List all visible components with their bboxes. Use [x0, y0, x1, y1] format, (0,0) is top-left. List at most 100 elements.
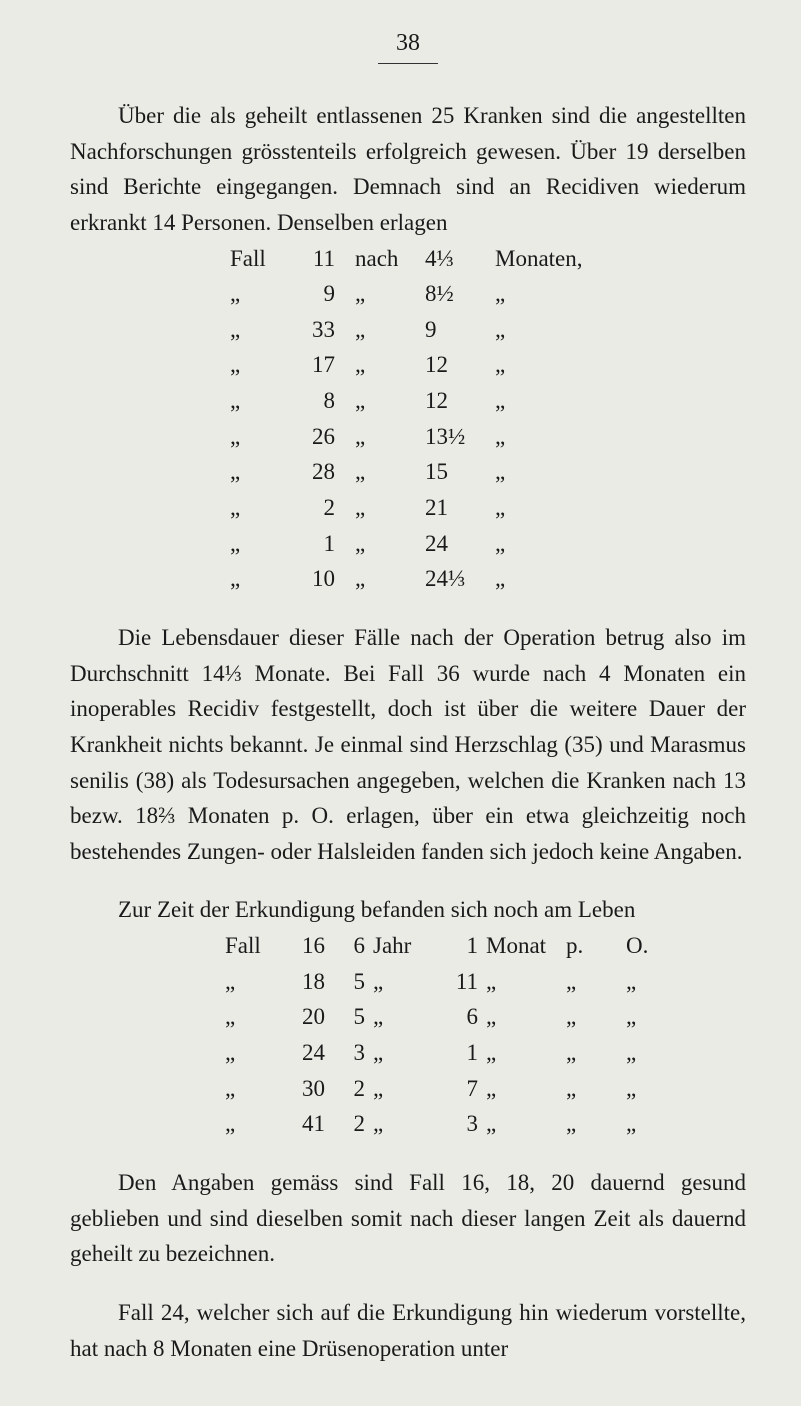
cell: „: [495, 312, 645, 348]
table-row: „ 18 5 „ 11 „ „ „: [225, 964, 746, 1000]
cell: „: [230, 276, 290, 312]
cell: „: [230, 383, 290, 419]
cell: „: [345, 454, 425, 490]
table-row: „ 8 „ 12 „: [230, 383, 746, 419]
table-row: Fall 11 nach 4⅓ Monaten,: [230, 241, 746, 277]
cell: „: [495, 454, 645, 490]
cell: 8½: [425, 276, 495, 312]
cell: 30: [285, 1071, 325, 1107]
cell: „: [626, 1071, 666, 1107]
cell: „: [626, 964, 666, 1000]
cell: „: [230, 561, 290, 597]
cell: 21: [425, 490, 495, 526]
cell: nach: [345, 241, 425, 277]
paragraph-1: Über die als geheilt entlassenen 25 Kran…: [70, 98, 746, 241]
cell: 5: [325, 999, 365, 1035]
cell: „: [225, 1071, 285, 1107]
cell: 26: [290, 419, 345, 455]
cell: 2: [290, 490, 345, 526]
table-1: Fall 11 nach 4⅓ Monaten, „ 9 „ 8½ „ „ 33…: [230, 241, 746, 597]
cell: Monaten,: [495, 241, 645, 277]
cell: 24: [425, 526, 495, 562]
cell: „: [345, 347, 425, 383]
cell: „: [478, 964, 566, 1000]
cell: 12: [425, 347, 495, 383]
paragraph-2: Die Lebensdauer dieser Fälle nach der Op…: [70, 620, 746, 869]
cell: „: [495, 490, 645, 526]
cell: „: [495, 561, 645, 597]
cell: „: [225, 1106, 285, 1142]
cell: „: [495, 419, 645, 455]
cell: „: [626, 1035, 666, 1071]
cell: „: [230, 347, 290, 383]
cell: „: [478, 1071, 566, 1107]
cell: „: [478, 1035, 566, 1071]
cell: „: [345, 526, 425, 562]
cell: Jahr: [365, 928, 438, 964]
cell: „: [495, 383, 645, 419]
cell: 4⅓: [425, 241, 495, 277]
cell: 15: [425, 454, 495, 490]
cell: „: [365, 999, 438, 1035]
cell: 10: [290, 561, 345, 597]
cell: 1: [438, 1035, 478, 1071]
cell: 20: [285, 999, 325, 1035]
table-row: „ 17 „ 12 „: [230, 347, 746, 383]
cell: „: [566, 964, 626, 1000]
table-row: „ 26 „ 13½ „: [230, 419, 746, 455]
cell: „: [365, 1071, 438, 1107]
table-row: „ 30 2 „ 7 „ „ „: [225, 1071, 746, 1107]
cell: 1: [438, 928, 478, 964]
cell: 11: [438, 964, 478, 1000]
cell: „: [230, 312, 290, 348]
cell: „: [230, 490, 290, 526]
table-row: „ 28 „ 15 „: [230, 454, 746, 490]
table-row: „ 2 „ 21 „: [230, 490, 746, 526]
table-row: „ 41 2 „ 3 „ „ „: [225, 1106, 746, 1142]
cell: 3: [325, 1035, 365, 1071]
cell: „: [566, 1035, 626, 1071]
cell: 8: [290, 383, 345, 419]
table-row: „ 1 „ 24 „: [230, 526, 746, 562]
cell: „: [626, 999, 666, 1035]
cell: „: [365, 964, 438, 1000]
cell: „: [345, 419, 425, 455]
cell: 7: [438, 1071, 478, 1107]
cell: „: [345, 383, 425, 419]
cell: 9: [425, 312, 495, 348]
table-row: „ 20 5 „ 6 „ „ „: [225, 999, 746, 1035]
cell: „: [495, 276, 645, 312]
table-row: „ 33 „ 9 „: [230, 312, 746, 348]
cell: 6: [325, 928, 365, 964]
cell: „: [566, 999, 626, 1035]
cell: 24⅓: [425, 561, 495, 597]
cell: „: [230, 454, 290, 490]
cell: „: [566, 1106, 626, 1142]
cell: 17: [290, 347, 345, 383]
cell: 12: [425, 383, 495, 419]
cell: 11: [290, 241, 345, 277]
cell: 16: [285, 928, 325, 964]
cell: 9: [290, 276, 345, 312]
table-row: „ 10 „ 24⅓ „: [230, 561, 746, 597]
table-row: „ 24 3 „ 1 „ „ „: [225, 1035, 746, 1071]
cell: 13½: [425, 419, 495, 455]
cell: „: [478, 999, 566, 1035]
cell: „: [566, 1071, 626, 1107]
cell: 28: [290, 454, 345, 490]
cell: „: [365, 1035, 438, 1071]
cell: p.: [566, 928, 626, 964]
cell: „: [225, 964, 285, 1000]
page-number: 38: [70, 30, 746, 57]
cell: 2: [325, 1106, 365, 1142]
cell: O.: [626, 928, 666, 964]
cell: 1: [290, 526, 345, 562]
cell: 5: [325, 964, 365, 1000]
paragraph-3: Zur Zeit der Erkundigung befanden sich n…: [70, 892, 746, 928]
table-2: Fall 16 6 Jahr 1 Monat p. O. „ 18 5 „ 11…: [225, 928, 746, 1142]
cell: 2: [325, 1071, 365, 1107]
paragraph-4: Den Angaben gemäss sind Fall 16, 18, 20 …: [70, 1165, 746, 1272]
cell: „: [495, 526, 645, 562]
cell: „: [495, 347, 645, 383]
cell: 41: [285, 1106, 325, 1142]
